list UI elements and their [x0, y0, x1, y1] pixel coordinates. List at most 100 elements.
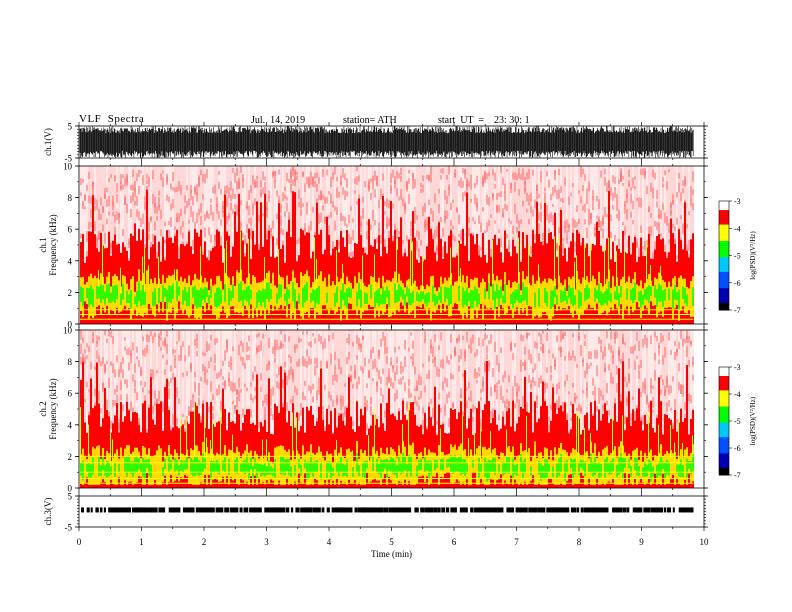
- spectrogram-cell: [314, 338, 316, 344]
- ch3-waveform-segment: [103, 507, 106, 513]
- spectrogram-cell: [286, 172, 288, 182]
- spectrogram-cell: [562, 330, 564, 412]
- spectrogram-cell: [586, 382, 588, 391]
- spectrogram-cell: [488, 171, 490, 177]
- colorbar-swatch: [719, 451, 729, 454]
- spectrogram-cell: [344, 166, 346, 248]
- spectrogram-cell: [672, 289, 674, 309]
- spectrogram-cell: [510, 182, 512, 190]
- spectrogram-cell: [410, 221, 412, 228]
- spectrogram-cell: [622, 415, 623, 458]
- spectrogram-cell: [434, 193, 436, 203]
- spectrogram-cell: [228, 458, 230, 475]
- spectrogram-cell: [544, 187, 546, 192]
- spectrogram-cell: [664, 414, 666, 488]
- spectrogram-cell: [206, 212, 208, 219]
- spectrogram-cell: [458, 214, 460, 225]
- spectrogram-cell: [534, 234, 536, 240]
- spectrogram-cell: [658, 345, 660, 356]
- spectrogram-cell: [224, 186, 226, 193]
- spectrogram-cell: [480, 226, 482, 233]
- spectrogram-cell: [518, 385, 520, 392]
- spectrogram-cell: [204, 352, 206, 357]
- spectrogram-cell: [380, 338, 382, 347]
- spectrogram-cell: [348, 333, 350, 345]
- spectrogram-cell: [472, 290, 474, 309]
- spectrogram-cell: [140, 166, 142, 241]
- spectrogram-cell: [576, 407, 578, 412]
- spectrogram-cell: [450, 284, 452, 305]
- ch3-waveform-segment: [95, 507, 99, 513]
- spectrogram-cell: [468, 382, 470, 389]
- spectrogram-cell: [520, 295, 522, 304]
- spectrogram-cell: [332, 281, 334, 310]
- ch3-waveform-segment: [224, 507, 230, 513]
- colorbar-swatch: [719, 219, 729, 222]
- spectrogram-cell: [610, 187, 612, 196]
- spectrogram-cell: [370, 166, 372, 246]
- spectrogram-cell: [358, 166, 360, 199]
- spectrogram-cell: [318, 166, 320, 235]
- spectrogram-cell: [464, 166, 466, 246]
- spectrogram-cell: [210, 381, 212, 392]
- spectrogram-cell: [400, 361, 402, 368]
- spectrogram-cell: [588, 463, 590, 474]
- spectrogram-cell: [462, 181, 464, 188]
- spectrogram-cell: [294, 178, 296, 187]
- spectrogram-cell: [638, 341, 640, 351]
- spectrogram-cell: [168, 330, 170, 410]
- spectrogram-cell: [578, 330, 580, 419]
- spectrogram-cell: [332, 171, 334, 180]
- spectrogram-cell: [330, 176, 332, 188]
- spectrogram-cell: [408, 330, 410, 411]
- colorbar-2: [718, 366, 732, 476]
- spectrogram-cell: [194, 330, 196, 403]
- spectrogram-cell: [370, 224, 372, 230]
- spectrogram-cell: [350, 374, 352, 383]
- spectrogram-cell: [312, 206, 314, 213]
- spectrogram-cell: [152, 234, 154, 243]
- ch3-waveform-segment: [587, 507, 595, 513]
- spectrogram-cell: [356, 291, 358, 307]
- spectrogram-cell: [92, 187, 94, 198]
- spectrogram-cell: [406, 235, 408, 242]
- spectrogram-cell: [132, 184, 134, 191]
- spectrogram-cell: [502, 295, 504, 304]
- ch3-waveform-segment: [687, 507, 694, 513]
- spectrogram-cell: [490, 333, 492, 344]
- spectrogram-cell: [352, 166, 354, 258]
- spectrogram-cell: [192, 395, 194, 405]
- spectrogram-cell: [384, 330, 386, 431]
- spectrogram-cell: [162, 330, 164, 431]
- spectrogram-cell: [268, 196, 270, 202]
- spectrogram-cell: [366, 221, 368, 226]
- spectrogram-cell: [566, 374, 568, 381]
- spectrogram-cell: [202, 400, 204, 405]
- ch3-waveform-segment: [441, 507, 446, 513]
- spectrogram-cell: [138, 169, 140, 177]
- spectrogram-cell: [382, 330, 384, 424]
- spectrogram-cell: [114, 389, 116, 395]
- spectrogram-cell: [288, 289, 290, 299]
- spectrogram-cell: [654, 221, 656, 227]
- colorbar-swatch: [719, 239, 729, 242]
- spectrogram-cell: [376, 381, 378, 393]
- spectrogram-cell: [358, 426, 360, 488]
- spectrogram-cell: [274, 357, 276, 363]
- y-tick-label: 6: [68, 225, 73, 235]
- spectrogram-cell: [382, 166, 384, 196]
- spectrogram-cell: [98, 166, 100, 252]
- spectrogram-cell: [494, 385, 496, 393]
- spectrogram-cell: [302, 391, 304, 400]
- spectrogram-cell: [516, 166, 518, 254]
- spectrogram-cell: [582, 185, 584, 191]
- spectrogram-cell: [452, 234, 454, 241]
- spectrogram-cell: [184, 419, 186, 426]
- spectrogram-cell: [492, 283, 494, 301]
- spectrogram-cell: [562, 198, 564, 203]
- spectrogram-cell: [458, 166, 460, 241]
- spectrogram-cell: [424, 330, 426, 413]
- spectrogram-cell: [166, 330, 168, 379]
- spectrogram-cell: [92, 330, 94, 409]
- ch3-waveform-segment: [583, 507, 590, 513]
